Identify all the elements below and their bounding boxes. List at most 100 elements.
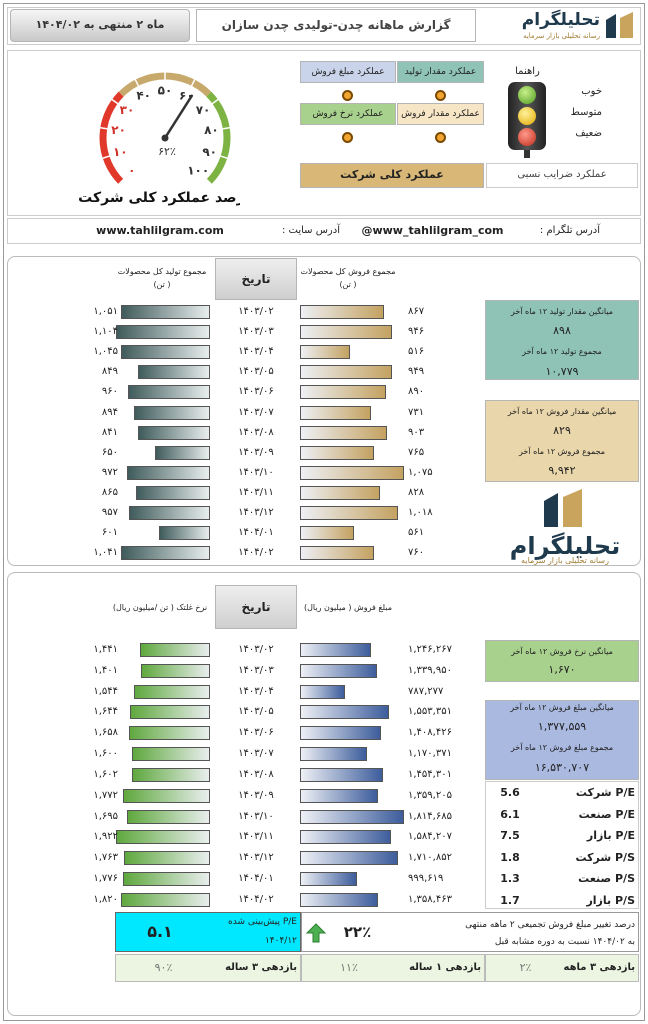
stat-value: ۱۶,۵۳۰,۷۰۷: [534, 761, 590, 774]
bar: [300, 425, 388, 440]
gauge-tick-label: ۲۰: [111, 123, 126, 137]
gauge-tick: [111, 98, 119, 105]
legend-label: ضعیف: [575, 128, 602, 139]
value-label: ۱,۴۴۱: [93, 644, 118, 655]
bar: [128, 506, 210, 520]
value-label: ۱,۵۵۳,۳۵۱: [408, 706, 452, 718]
bar: [120, 305, 210, 319]
value-label: ۱,۶۰۰: [93, 748, 118, 760]
perf-label: عملکرد مبلغ فروش: [311, 67, 385, 77]
bar: [158, 526, 210, 541]
stat-value: ۱۰,۷۷۹: [545, 365, 579, 378]
gauge-tick: [190, 78, 196, 87]
value-label: ۸۶۵: [101, 486, 118, 498]
stat-value: ۸۲۹: [553, 424, 571, 437]
value-label: ۱,۱۰۴: [93, 326, 118, 338]
date-label: ۱۴۰۳/۰۳: [238, 326, 274, 338]
forecast-date: ۱۴۰۴/۱۲: [264, 936, 297, 946]
gauge-tick: [99, 126, 108, 130]
gauge-tick-label: ۴۰: [136, 89, 151, 103]
gauge-tick-label: ۱۰۰: [187, 164, 209, 178]
value-label: ۱,۰۴۱: [93, 547, 118, 559]
bar: [300, 325, 392, 340]
date-label: ۱۴۰۳/۱۰: [238, 466, 274, 478]
gauge-tick-label: ۰: [128, 164, 135, 178]
value-label: ۱,۴۰۸,۴۲۶: [408, 727, 452, 739]
bar: [300, 445, 374, 460]
light-yellow: [518, 107, 536, 125]
value-label: ۸۴۹: [101, 366, 118, 378]
stat-value: ۱,۶۷۰: [548, 663, 576, 676]
stat-label: مجموع مبلغ فروش ۱۲ ماه آخر: [510, 743, 614, 752]
date-header: تاریخ: [241, 600, 271, 614]
gauge-tick: [219, 155, 229, 160]
bar: [300, 726, 381, 741]
value-label: ۱,۳۵۸,۴۶۳: [408, 893, 452, 905]
header-panel: [7, 7, 641, 45]
perf-box: [397, 103, 484, 125]
period: ماه ۲ منتهی به ۱۴۰۴/۰۲: [35, 18, 165, 31]
indicator: [435, 132, 446, 143]
volume-panel: [7, 256, 641, 566]
gauge-value: ۶۲٪: [158, 145, 176, 158]
telegram-label: آدرس تلگرام :: [539, 225, 600, 236]
legend-label: خوب: [581, 86, 602, 97]
bar: [300, 663, 377, 678]
return-label: بازدهی ۱ ساله: [409, 962, 481, 973]
ratio-value: 7.5: [500, 829, 520, 843]
gauge-tick: [222, 126, 231, 130]
value-label: ۱,۷۱۰,۸۵۲: [408, 852, 452, 864]
value-label: ۹۰۳: [408, 426, 425, 438]
ratio-name: P/S شرکت: [575, 850, 635, 864]
bar: [141, 663, 210, 678]
bar: [131, 747, 210, 762]
gauge-tick: [117, 178, 125, 186]
bar: [300, 767, 384, 782]
contact-panel: [7, 218, 641, 244]
bar: [136, 485, 210, 500]
value-label: ۱,۳۳۹,۹۵۰: [408, 664, 452, 676]
date-label: ۱۴۰۳/۰۵: [238, 706, 274, 718]
bar: [300, 830, 391, 845]
value-label: ۸۴۱: [101, 426, 118, 438]
gauge-tick-label: ۱۰: [113, 145, 128, 159]
date-label: ۱۴۰۳/۱۱: [238, 831, 274, 843]
value-label: ۱,۶۹۵: [93, 810, 118, 822]
ratio-name: P/S صنعت: [578, 872, 635, 886]
value-label: ۱,۵۸۴,۲۰۷: [408, 831, 452, 843]
page-frame: [3, 3, 645, 1021]
bar: [128, 385, 210, 400]
value-label: ۷۸۷,۲۷۷: [408, 685, 444, 697]
bar: [300, 526, 355, 541]
gauge-band: [99, 91, 124, 185]
series-unit: ( تن): [153, 280, 171, 289]
value-label: ۸۹۰: [408, 386, 425, 398]
stat-label: مجموع تولید ۱۲ ماه آخر: [522, 347, 602, 356]
value-label: ۹۴۶: [408, 326, 425, 338]
date-label: ۱۴۰۳/۰۸: [238, 768, 274, 780]
perf-label: عملکرد مقدار فروش: [401, 109, 480, 119]
value-label: ۹۹۹,۶۱۹: [408, 873, 444, 885]
stats-box: [485, 300, 639, 380]
gauge-hub: [161, 134, 169, 142]
perf-box: [397, 61, 484, 83]
date-label: ۱۴۰۴/۰۲: [238, 893, 274, 905]
ratio-value: 1.7: [500, 894, 520, 907]
value-label: ۶۵۰: [101, 446, 118, 458]
bar: [300, 385, 387, 400]
ratio-name: P/E شرکت: [575, 786, 635, 799]
bar: [300, 405, 371, 420]
date-label: ۱۴۰۳/۰۶: [238, 386, 274, 398]
ratio-value: 6.1: [500, 807, 520, 821]
date-label: ۱۴۰۳/۰۷: [238, 748, 274, 760]
bar: [127, 809, 210, 824]
date-label: ۱۴۰۳/۰۲: [238, 644, 274, 655]
date-label: ۱۴۰۴/۰۲: [238, 547, 274, 559]
bar: [116, 325, 210, 340]
value-label: ۷۶۰: [408, 547, 425, 559]
gauge-title: درصد عملکرد کلی شرکت: [78, 190, 240, 206]
logo-icon: [544, 489, 582, 527]
series-name: نرخ غلتک ( تن /میلیون ریال): [112, 603, 208, 612]
gauge-tick-label: ۷۰: [196, 103, 211, 117]
